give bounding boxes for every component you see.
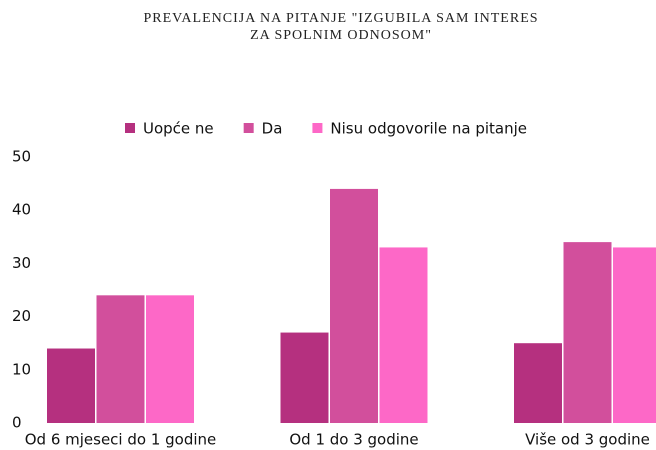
legend-swatch <box>243 123 254 133</box>
y-tick-label: 20 <box>12 307 31 325</box>
x-tick-label: Od 1 do 3 godine <box>289 431 418 449</box>
legend-label: Da <box>262 120 283 138</box>
bar <box>613 247 656 423</box>
bar <box>280 332 329 423</box>
bar <box>146 295 194 423</box>
y-tick-label: 10 <box>12 360 31 378</box>
legend-swatch <box>125 123 135 133</box>
y-tick-label: 30 <box>12 254 31 272</box>
legend-label: Uopće ne <box>143 120 214 138</box>
x-tick-label: Od 6 mjeseci do 1 godine <box>25 431 217 449</box>
bar <box>330 188 378 423</box>
y-tick-label: 50 <box>12 148 31 166</box>
bar <box>563 242 612 423</box>
legend-label: Nisu odgovorile na pitanje <box>330 120 527 138</box>
bar <box>379 247 428 423</box>
bar <box>47 348 95 423</box>
bar <box>96 295 145 423</box>
x-tick-label: Više od 3 godine <box>525 431 650 449</box>
chart-title: PREVALENCIJA NA PITANJE "IZGUBILA SAM IN… <box>143 11 539 43</box>
legend-swatch <box>312 123 323 133</box>
bar <box>514 343 562 423</box>
y-tick-label: 0 <box>12 414 22 432</box>
y-tick-label: 40 <box>12 201 31 219</box>
